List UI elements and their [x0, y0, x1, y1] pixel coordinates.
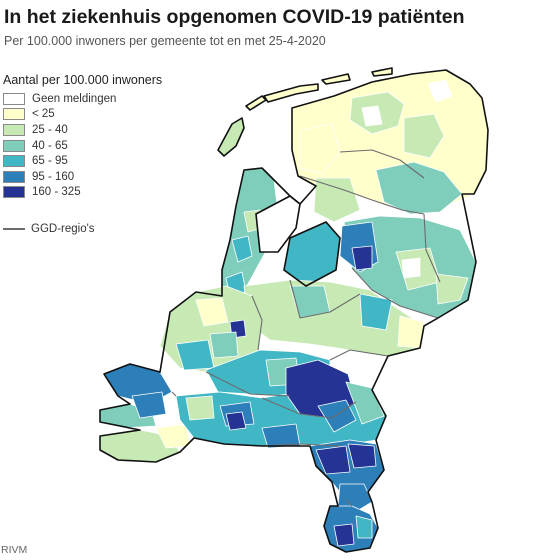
map-subtitle: Per 100.000 inwoners per gemeente tot en…	[4, 34, 326, 48]
region-zh-patch	[195, 297, 229, 327]
region-zh-patch	[209, 331, 239, 359]
source-label: RIVM	[1, 544, 28, 556]
region-brabant-patch	[185, 395, 215, 421]
legend-swatch	[3, 186, 25, 199]
region-limburg-south-patch	[355, 515, 373, 539]
region-east-patch	[351, 245, 373, 271]
map-title: In het ziekenhuis opgenomen COVID-19 pat…	[4, 6, 465, 28]
legend-label: 25 - 40	[32, 123, 68, 136]
region-drenthe	[375, 161, 463, 215]
region-east-patch	[435, 273, 469, 305]
legend-label: 65 - 95	[32, 155, 68, 168]
legend-swatch	[3, 139, 25, 152]
ggd-boundary-line	[3, 228, 25, 230]
region-zeeland-patch	[155, 423, 191, 449]
region-brabant-patch	[225, 411, 247, 431]
region-limburg-high	[315, 445, 351, 475]
legend-item-under-25: < 25	[3, 107, 162, 123]
region-north-west	[299, 123, 341, 175]
region-limburg-high	[347, 443, 377, 469]
region-east-patch	[401, 257, 421, 279]
legend-item-40-65: 40 - 65	[3, 138, 162, 154]
region-brabant-patch	[345, 381, 385, 425]
region-centre-patch	[359, 293, 393, 331]
legend-label: Geen meldingen	[32, 92, 117, 105]
legend-item-25-40: 25 - 40	[3, 122, 162, 138]
country-outline	[99, 67, 489, 553]
region-limburg-south-high	[333, 523, 355, 547]
region-north-south	[313, 177, 361, 223]
legend: Aantal per 100.000 inwoners Geen melding…	[3, 73, 162, 200]
ijsselmeer-coast	[255, 195, 301, 253]
legend-item-65-95: 65 - 95	[3, 153, 162, 169]
region-nh-patch	[231, 235, 253, 263]
region-north-empty	[427, 79, 453, 103]
legend-label: 40 - 65	[32, 139, 68, 152]
ggd-boundary-label: GGD-regio's	[31, 223, 95, 235]
region-north-empty	[361, 105, 383, 127]
legend-swatch	[3, 170, 25, 183]
ggd-boundary-key: GGD-regio's	[3, 223, 95, 235]
region-zeeland-west	[131, 391, 167, 419]
legend-swatch	[3, 108, 25, 121]
legend-label: 95 - 160	[32, 170, 75, 183]
legend-item-none: Geen meldingen	[3, 91, 162, 107]
legend-swatch	[3, 92, 25, 105]
legend-swatch	[3, 123, 25, 136]
legend-swatch	[3, 155, 25, 168]
legend-label: 160 - 325	[32, 186, 81, 199]
legend-label: < 25	[32, 108, 55, 121]
legend-item-95-160: 95 - 160	[3, 169, 162, 185]
region-north-patch	[403, 113, 445, 159]
legend-item-160-325: 160 - 325	[3, 185, 162, 201]
legend-title: Aantal per 100.000 inwoners	[3, 73, 163, 87]
flevoland-coast	[283, 221, 341, 287]
